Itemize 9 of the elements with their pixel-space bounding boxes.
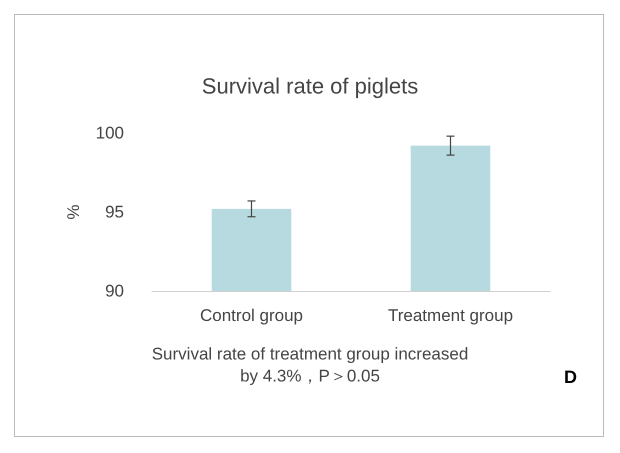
x-tick-label: Control group	[200, 306, 304, 325]
x-tick-label: Treatment group	[388, 306, 514, 325]
y-tick-label: 95	[105, 202, 124, 222]
y-axis-title: %	[64, 204, 83, 220]
chart-title: Survival rate of piglets	[202, 74, 418, 98]
text: Survival rate of treatment group increased by 4.3%，P＞0.05	[152, 344, 468, 386]
text: D	[564, 367, 577, 387]
y-tick-label: 90	[105, 282, 124, 300]
y-tick-label: 100	[96, 124, 124, 142]
